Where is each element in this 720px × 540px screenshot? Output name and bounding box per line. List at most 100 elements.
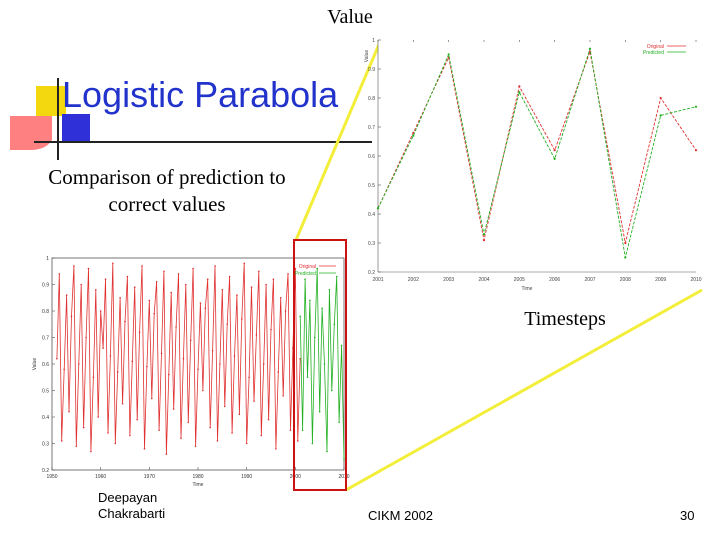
plot-area bbox=[378, 40, 696, 272]
data-point-original bbox=[68, 410, 70, 413]
data-point-original bbox=[241, 318, 243, 320]
data-point-original bbox=[214, 265, 216, 267]
legend-label: Original bbox=[299, 264, 316, 270]
data-point-original bbox=[60, 440, 63, 442]
data-point-predicted bbox=[311, 442, 314, 445]
data-point-original bbox=[97, 416, 100, 418]
data-point-original bbox=[223, 405, 226, 408]
data-point-original bbox=[187, 421, 190, 424]
y-tick-label: 0.5 bbox=[368, 183, 375, 189]
data-point-original bbox=[659, 96, 662, 100]
y-tick-label: 0.3 bbox=[42, 442, 49, 448]
callout-line-bottom bbox=[345, 288, 703, 492]
data-point-predicted bbox=[321, 307, 323, 310]
y-tick-label: 0.7 bbox=[42, 336, 49, 342]
series-line-predicted bbox=[377, 48, 697, 258]
x-tick-label: 2007 bbox=[584, 277, 595, 283]
y-tick-label: 0.8 bbox=[368, 96, 375, 102]
x-tick-label: 2004 bbox=[478, 277, 489, 283]
x-tick-label: 2005 bbox=[514, 277, 525, 283]
data-point-original bbox=[262, 363, 265, 365]
data-point-original bbox=[624, 241, 627, 245]
data-point-original bbox=[99, 310, 102, 312]
footer-author: Deepayan Chakrabarti bbox=[98, 490, 166, 521]
y-tick-label: 0.4 bbox=[368, 212, 375, 218]
data-point-original bbox=[272, 278, 275, 280]
y-tick-label: 0.9 bbox=[42, 283, 49, 289]
data-point-original bbox=[163, 270, 165, 273]
data-point-original bbox=[221, 289, 224, 291]
slide-subtitle: Comparison of prediction to correct valu… bbox=[48, 165, 286, 216]
x-tick-label: 1960 bbox=[95, 474, 106, 480]
data-point-original bbox=[116, 371, 119, 373]
y-tick-label: 0.8 bbox=[42, 309, 49, 315]
x-tick-label: 1950 bbox=[46, 474, 57, 480]
data-point-predicted bbox=[301, 429, 304, 432]
data-point-original bbox=[133, 286, 136, 288]
data-point-original bbox=[236, 294, 238, 296]
data-point-original bbox=[92, 376, 95, 379]
data-point-original bbox=[243, 262, 246, 265]
data-point-original bbox=[245, 442, 248, 445]
data-point-original bbox=[231, 432, 233, 434]
data-point-original bbox=[143, 448, 146, 450]
data-point-original bbox=[255, 334, 258, 336]
data-point-original bbox=[148, 299, 151, 302]
legend-label: Original bbox=[647, 44, 664, 50]
data-point-original bbox=[87, 267, 90, 270]
data-point-original bbox=[121, 402, 124, 405]
data-point-original bbox=[189, 339, 192, 341]
data-point-original bbox=[90, 450, 92, 453]
data-point-original bbox=[228, 275, 231, 278]
data-point-predicted bbox=[326, 450, 328, 453]
data-point-original bbox=[206, 278, 209, 280]
data-point-original bbox=[279, 296, 282, 299]
data-point-original bbox=[209, 426, 211, 429]
data-point-predicted bbox=[316, 267, 319, 270]
y-axis-label: Value bbox=[364, 50, 370, 63]
data-point-original bbox=[80, 283, 82, 286]
footer-page-number: 30 bbox=[680, 508, 695, 523]
y-tick-label: 0.3 bbox=[368, 241, 375, 247]
data-point-original bbox=[277, 371, 280, 373]
y-tick-label: 0.2 bbox=[368, 270, 375, 276]
data-point-original bbox=[175, 326, 177, 328]
data-point-original bbox=[282, 395, 284, 397]
data-point-original bbox=[284, 310, 287, 312]
data-point-original bbox=[95, 289, 97, 291]
x-axis-label: Time bbox=[522, 286, 533, 292]
data-point-original bbox=[216, 440, 219, 442]
data-point-original bbox=[114, 442, 117, 445]
data-point-original bbox=[170, 291, 173, 294]
data-point-original bbox=[126, 275, 129, 278]
y-tick-label: 0.6 bbox=[368, 154, 375, 160]
x-tick-label: 2008 bbox=[620, 277, 631, 283]
data-point-original bbox=[267, 418, 270, 421]
data-point-original bbox=[70, 315, 73, 318]
data-point-predicted bbox=[299, 315, 302, 318]
footer-venue: CIKM 2002 bbox=[368, 508, 434, 523]
zoomed-prediction-chart: 0.2 0.3 0.4 0.5 0.6 0.7 0.8 0.9 1 2001 2002 2003 200… bbox=[364, 38, 702, 292]
x-tick-label: 2010 bbox=[338, 474, 349, 480]
data-point-predicted bbox=[694, 105, 698, 108]
data-point-original bbox=[233, 355, 236, 357]
data-point-original bbox=[258, 270, 260, 273]
data-point-original bbox=[248, 376, 250, 379]
data-point-original bbox=[65, 294, 68, 296]
data-point-original bbox=[85, 336, 87, 339]
data-point-original bbox=[296, 440, 299, 442]
data-point-predicted bbox=[318, 410, 321, 413]
data-point-original bbox=[287, 273, 289, 275]
y-tick-label: 0.4 bbox=[42, 415, 49, 421]
data-point-original bbox=[253, 400, 255, 402]
y-axis-label: Value bbox=[32, 358, 38, 371]
data-point-predicted bbox=[624, 256, 627, 259]
data-point-original bbox=[694, 149, 698, 152]
data-point-predicted bbox=[328, 289, 331, 291]
data-point-original bbox=[275, 448, 277, 450]
data-point-original bbox=[260, 434, 263, 437]
data-point-original bbox=[129, 434, 131, 437]
data-point-original bbox=[73, 265, 75, 267]
data-point-predicted bbox=[518, 91, 521, 94]
